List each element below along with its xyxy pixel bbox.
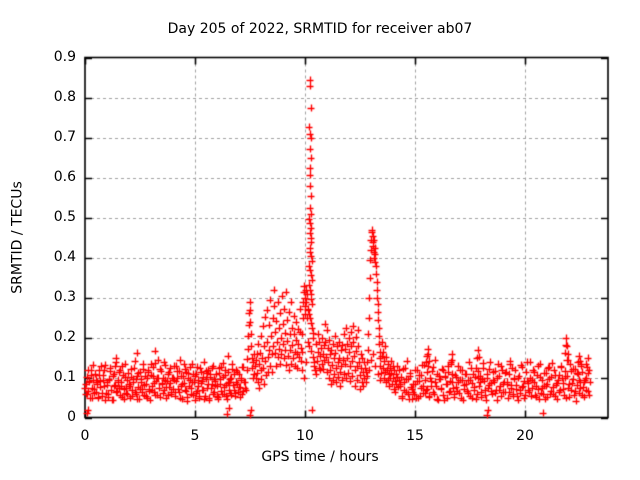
y-tick-label: 0.2 bbox=[53, 328, 76, 345]
x-tick-label: 10 bbox=[296, 428, 314, 444]
y-tick-label: 0.3 bbox=[53, 288, 76, 305]
y-tick-label: 0.5 bbox=[53, 208, 76, 225]
y-tick-label: 0.8 bbox=[53, 88, 76, 105]
y-tick-label: 0.6 bbox=[53, 168, 76, 185]
y-tick-label: 0.4 bbox=[53, 248, 76, 265]
x-tick-label: 5 bbox=[190, 428, 200, 444]
y-tick-label: 0.1 bbox=[53, 368, 76, 385]
x-axis-label: GPS time / hours bbox=[261, 449, 379, 465]
x-tick-label: 20 bbox=[516, 428, 534, 444]
chart-title: Day 205 of 2022, SRMTID for receiver ab0… bbox=[167, 21, 473, 37]
x-tick-label: 0 bbox=[80, 428, 90, 444]
x-tick-label: 15 bbox=[406, 428, 424, 444]
y-tick-label: 0 bbox=[67, 408, 76, 425]
y-tick-label: 0.7 bbox=[53, 128, 76, 145]
y-tick-label: 0.9 bbox=[53, 48, 76, 65]
